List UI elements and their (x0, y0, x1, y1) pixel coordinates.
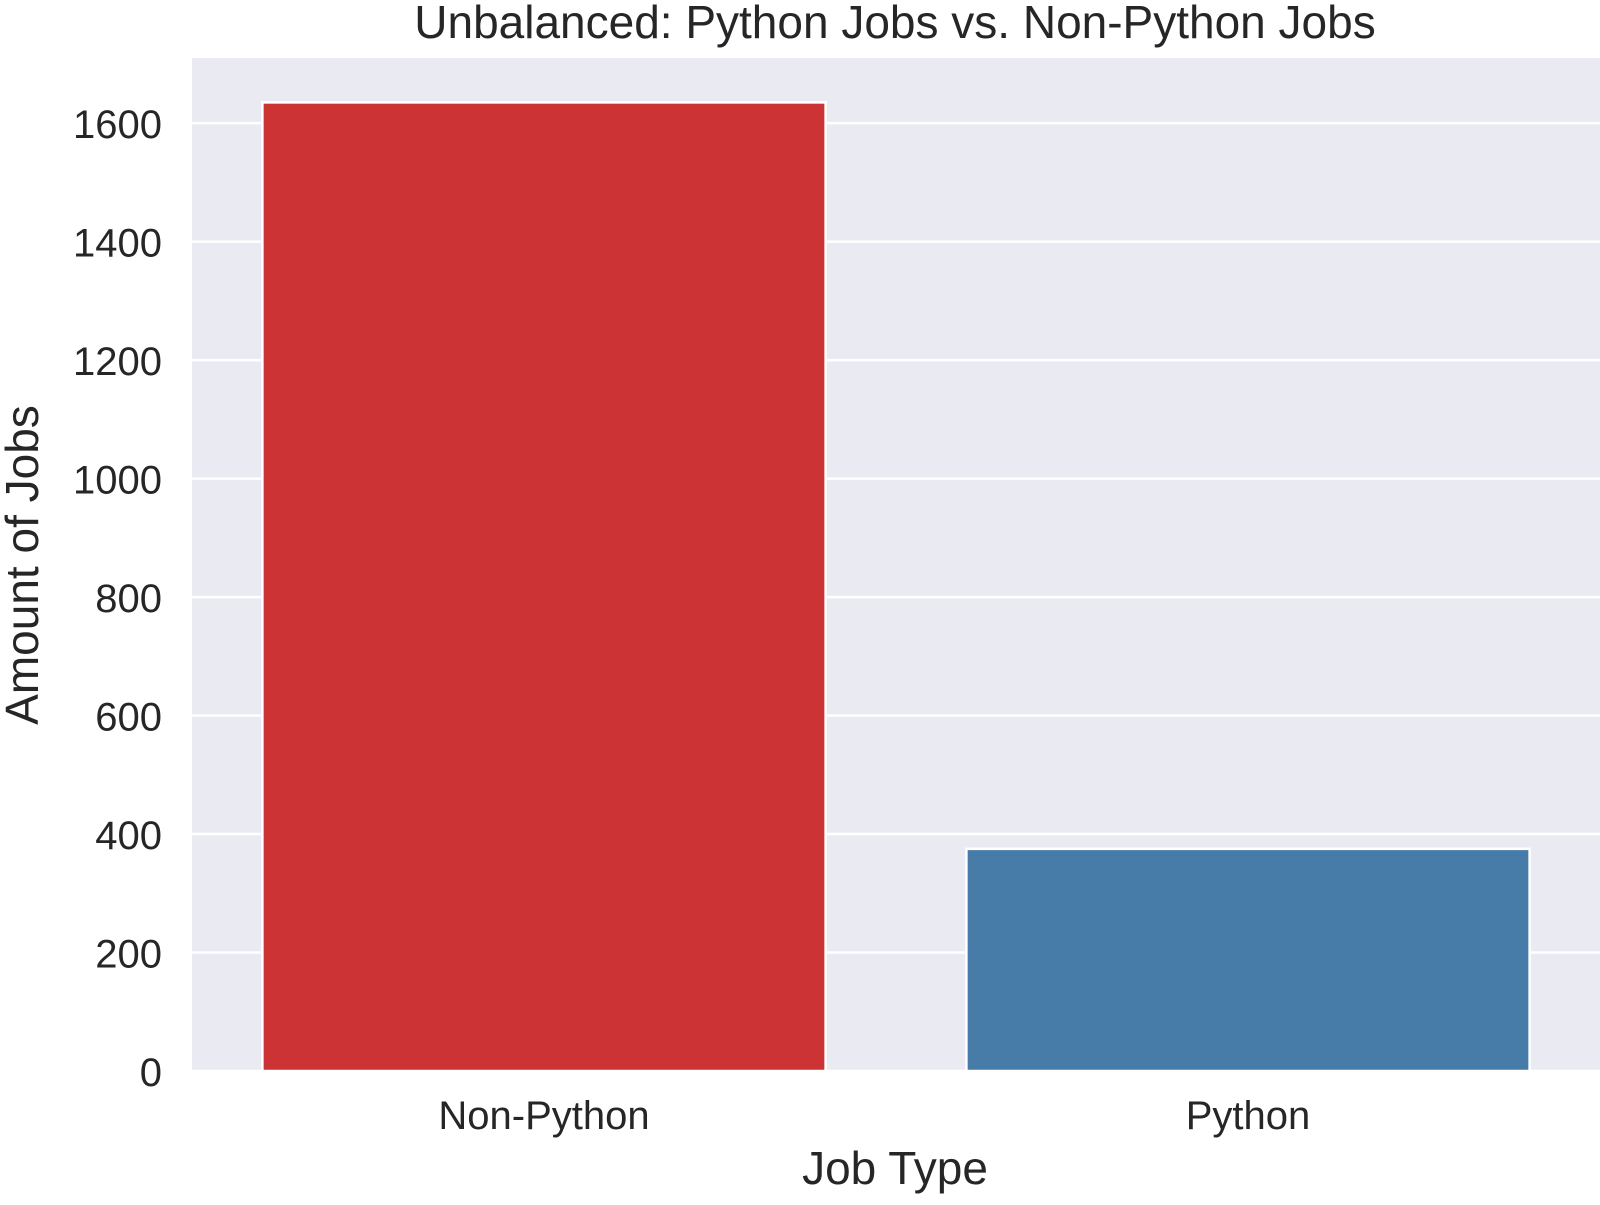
y-axis-label: Amount of Jobs (0, 405, 48, 725)
y-tick-label: 600 (95, 696, 162, 740)
y-tick-label: 200 (95, 933, 162, 977)
x-axis-label: Job Type (802, 1142, 988, 1194)
bar-python (965, 847, 1531, 1073)
chart-title: Unbalanced: Python Jobs vs. Non-Python J… (414, 0, 1375, 48)
y-tick-label: 1600 (73, 103, 162, 147)
y-axis-ticks: 0 200 400 600 800 1000 1200 1400 1600 (73, 103, 162, 1095)
y-tick-label: 0 (140, 1051, 162, 1095)
bars (261, 101, 1531, 1073)
x-axis-ticks: Non-Python Python (438, 1094, 1310, 1138)
x-tick-label: Python (1186, 1094, 1311, 1138)
x-tick-label: Non-Python (438, 1094, 649, 1138)
y-tick-label: 800 (95, 577, 162, 621)
y-tick-label: 400 (95, 814, 162, 858)
y-tick-label: 1400 (73, 222, 162, 266)
y-tick-label: 1000 (73, 459, 162, 503)
y-tick-label: 1200 (73, 340, 162, 384)
bar-non-python (261, 101, 827, 1073)
